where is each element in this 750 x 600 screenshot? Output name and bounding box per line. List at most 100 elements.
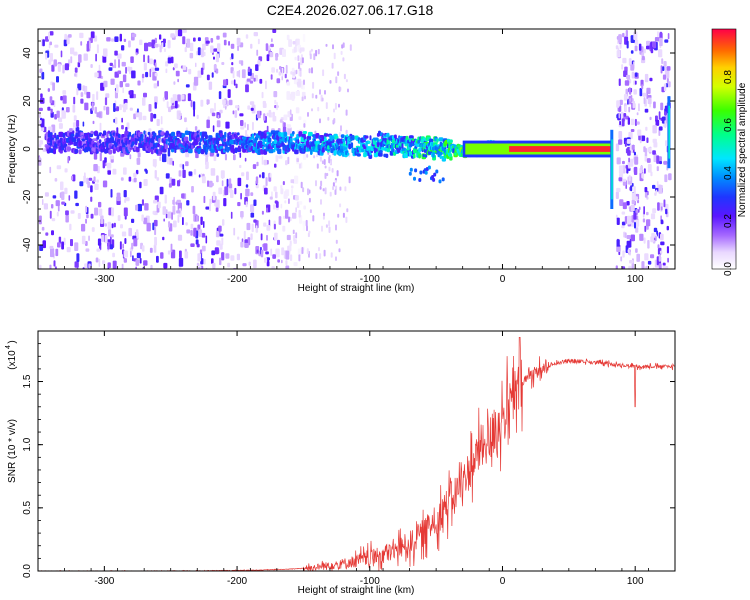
heatmap-noise-cell xyxy=(67,156,69,164)
heatmap-noise-cell xyxy=(638,103,640,112)
heatmap-ridge-cell xyxy=(134,137,138,144)
heatmap-noise-cell xyxy=(236,253,240,261)
heatmap-noise-cell xyxy=(39,244,44,251)
heatmap-noise-cell xyxy=(261,156,264,165)
heatmap-noise-cell xyxy=(210,45,214,53)
snr-scale-label: (x10 4 ) xyxy=(5,340,18,369)
heatmap-noise-cell xyxy=(71,175,74,181)
heatmap-noise-cell xyxy=(349,44,352,51)
heatmap-noise-cell xyxy=(143,92,147,98)
heatmap-noise-cell xyxy=(630,50,634,54)
heatmap-noise-cell xyxy=(184,251,189,259)
heatmap-noise-cell xyxy=(245,184,249,188)
heatmap-ridge-cell xyxy=(47,130,51,134)
heatmap-noise-cell xyxy=(629,251,631,256)
heatmap-noise-cell xyxy=(74,242,79,251)
heatmap-noise-cell xyxy=(622,32,625,38)
heatmap-noise-cell xyxy=(646,90,648,100)
heatmap-noise-cell xyxy=(292,212,297,219)
heatmap-noise-cell xyxy=(123,258,127,263)
heatmap-ridge-cell xyxy=(268,148,274,154)
heatmap-ridge-cell xyxy=(393,134,397,139)
heatmap-ridge-cell xyxy=(228,131,232,136)
heatmap-y-axis-label: Frequency (Hz) xyxy=(7,115,18,184)
heatmap-noise-cell xyxy=(338,248,341,253)
heatmap-noise-cell xyxy=(252,164,257,169)
heatmap-noise-cell xyxy=(123,190,127,198)
heatmap-noise-cell xyxy=(232,110,235,115)
heatmap-noise-cell xyxy=(308,68,311,74)
heatmap-noise-cell xyxy=(627,162,630,169)
heatmap-noise-cell xyxy=(60,181,64,191)
heatmap-noise-cell xyxy=(269,51,274,58)
heatmap-noise-cell xyxy=(168,106,172,113)
heatmap-ridge-cell xyxy=(66,130,70,136)
heatmap-noise-cell xyxy=(625,30,628,37)
heatmap-noise-cell xyxy=(643,146,646,153)
heatmap-noise-cell xyxy=(205,40,210,44)
heatmap-noise-cell xyxy=(339,203,342,208)
heatmap-noise-cell xyxy=(638,43,642,51)
heatmap-noise-cell xyxy=(618,177,623,182)
heatmap-noise-cell xyxy=(330,252,333,258)
heatmap-ridge-cell xyxy=(307,131,313,137)
heatmap-ridge-cell xyxy=(351,135,355,141)
heatmap-noise-cell xyxy=(277,259,280,263)
heatmap-noise-cell xyxy=(122,74,127,83)
heatmap-ridge-cell xyxy=(158,138,161,143)
heatmap-ridge-cell xyxy=(376,142,380,148)
heatmap-noise-cell xyxy=(633,186,636,195)
x-tick-label: 100 xyxy=(627,274,644,285)
heatmap-noise-cell xyxy=(137,203,142,212)
heatmap-noise-cell xyxy=(281,247,285,256)
heatmap-noise-cell xyxy=(227,262,231,268)
heatmap-noise-cell xyxy=(159,186,164,195)
heatmap-noise-cell xyxy=(260,233,263,241)
heatmap-noise-cell xyxy=(200,216,203,225)
heatmap-noise-cell xyxy=(616,217,620,225)
heatmap-noise-cell xyxy=(291,97,295,101)
heatmap-noise-cell xyxy=(247,105,251,110)
heatmap-noise-cell xyxy=(345,79,348,83)
snr-scale-text: (x10 xyxy=(7,350,18,370)
heatmap-noise-cell xyxy=(250,233,253,240)
heatmap-noise-cell xyxy=(652,184,656,189)
heatmap-noise-cell xyxy=(90,64,93,68)
heatmap-ridge-cell xyxy=(289,137,293,143)
heatmap-noise-cell xyxy=(61,241,64,250)
heatmap-noise-cell xyxy=(104,162,107,167)
heatmap-noise-cell xyxy=(642,218,646,223)
heatmap-noise-cell xyxy=(617,47,620,56)
heatmap-noise-cell xyxy=(239,113,244,117)
heatmap-noise-cell xyxy=(156,119,160,126)
heatmap-noise-cell xyxy=(48,59,52,65)
heatmap-noise-cell xyxy=(222,219,225,226)
heatmap-noise-cell xyxy=(213,154,217,162)
heatmap-noise-cell xyxy=(285,260,288,266)
heatmap-noise-cell xyxy=(121,125,124,130)
heatmap-ridge-cell xyxy=(323,133,329,137)
heatmap-noise-cell xyxy=(145,169,148,174)
heatmap-noise-cell xyxy=(182,169,186,178)
heatmap-noise-cell xyxy=(658,263,662,269)
heatmap-noise-cell xyxy=(115,84,119,93)
heatmap-noise-cell xyxy=(188,171,193,176)
x-tick-label: -200 xyxy=(227,576,247,587)
heatmap-noise-cell xyxy=(42,39,45,47)
heatmap-noise-cell xyxy=(253,32,258,37)
heatmap-noise-cell xyxy=(93,164,98,172)
heatmap-ridge-cell xyxy=(427,165,431,170)
heatmap-noise-cell xyxy=(290,179,294,184)
heatmap-noise-cell xyxy=(259,78,263,84)
heatmap-noise-cell xyxy=(329,191,332,197)
heatmap-ridge-cell xyxy=(315,133,320,139)
heatmap-noise-cell xyxy=(292,41,296,45)
heatmap-noise-cell xyxy=(290,91,296,99)
heatmap-noise-cell xyxy=(177,94,181,102)
heatmap-boundary-streak xyxy=(611,139,613,200)
heatmap-noise-cell xyxy=(217,43,221,52)
heatmap-noise-cell xyxy=(634,118,637,126)
heatmap-noise-cell xyxy=(131,70,136,79)
heatmap-noise-cell xyxy=(118,59,120,68)
heatmap-ridge-cell xyxy=(441,177,445,182)
